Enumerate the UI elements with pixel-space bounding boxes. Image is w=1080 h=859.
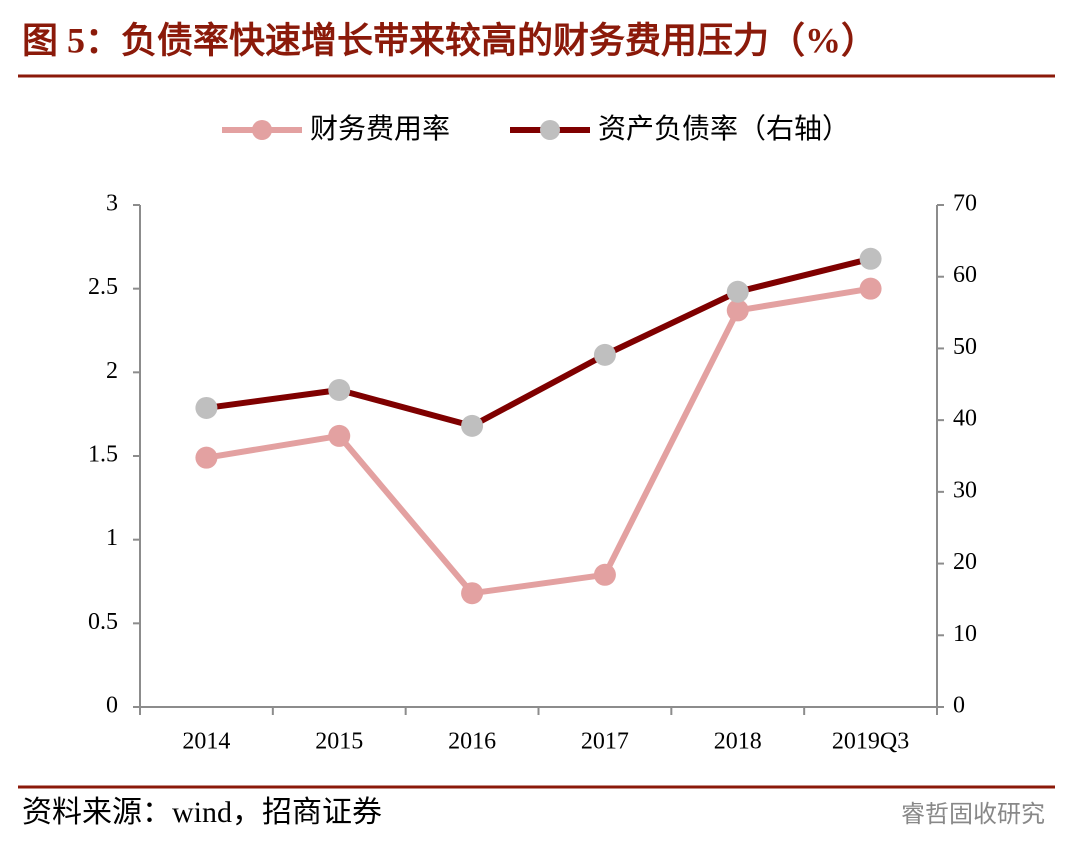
data-point (328, 379, 351, 402)
y2-tick-label: 20 (953, 549, 977, 575)
data-point (328, 424, 351, 447)
data-point (461, 414, 484, 437)
y-tick-label: 3 (106, 191, 118, 217)
y2-tick-label: 30 (953, 477, 977, 503)
x-tick-label: 2016 (448, 729, 496, 755)
y2-tick-label: 0 (953, 693, 965, 719)
y-tick-label: 2 (106, 358, 118, 384)
y-tick-label: 0.5 (88, 609, 118, 635)
legend-marker (540, 120, 560, 140)
data-point (195, 396, 218, 419)
data-point (726, 299, 749, 322)
chart-title: 图 5：负债率快速增长带来较高的财务费用压力（%） (22, 20, 877, 60)
y-tick-label: 1.5 (88, 442, 118, 468)
source-note: 资料来源：wind，招商证券 (22, 796, 382, 829)
series-line (206, 255, 872, 429)
legend-label: 财务费用率 (310, 112, 450, 145)
y-tick-label: 2.5 (88, 274, 118, 300)
data-point (726, 280, 749, 303)
data-point (461, 582, 484, 605)
data-point (593, 343, 616, 366)
x-tick-label: 2019Q3 (832, 729, 909, 755)
y2-tick-label: 60 (953, 262, 977, 288)
y-tick-label: 1 (106, 525, 118, 551)
y2-tick-label: 50 (953, 334, 977, 360)
y2-tick-label: 10 (953, 621, 977, 647)
legend-marker (252, 120, 272, 140)
watermark: 睿哲固收研究 (901, 800, 1045, 828)
data-point (859, 277, 882, 300)
y2-tick-label: 70 (953, 191, 977, 217)
data-point (593, 563, 616, 586)
x-tick-label: 2015 (315, 729, 363, 755)
data-point (859, 247, 882, 270)
legend-label: 资产负债率（右轴） (598, 112, 850, 145)
y2-tick-label: 40 (953, 406, 977, 432)
x-tick-label: 2014 (182, 729, 230, 755)
x-tick-label: 2017 (581, 729, 629, 755)
series-line (205, 285, 872, 597)
y-tick-label: 0 (106, 693, 118, 719)
data-point (195, 446, 218, 469)
x-tick-label: 2018 (714, 729, 762, 755)
